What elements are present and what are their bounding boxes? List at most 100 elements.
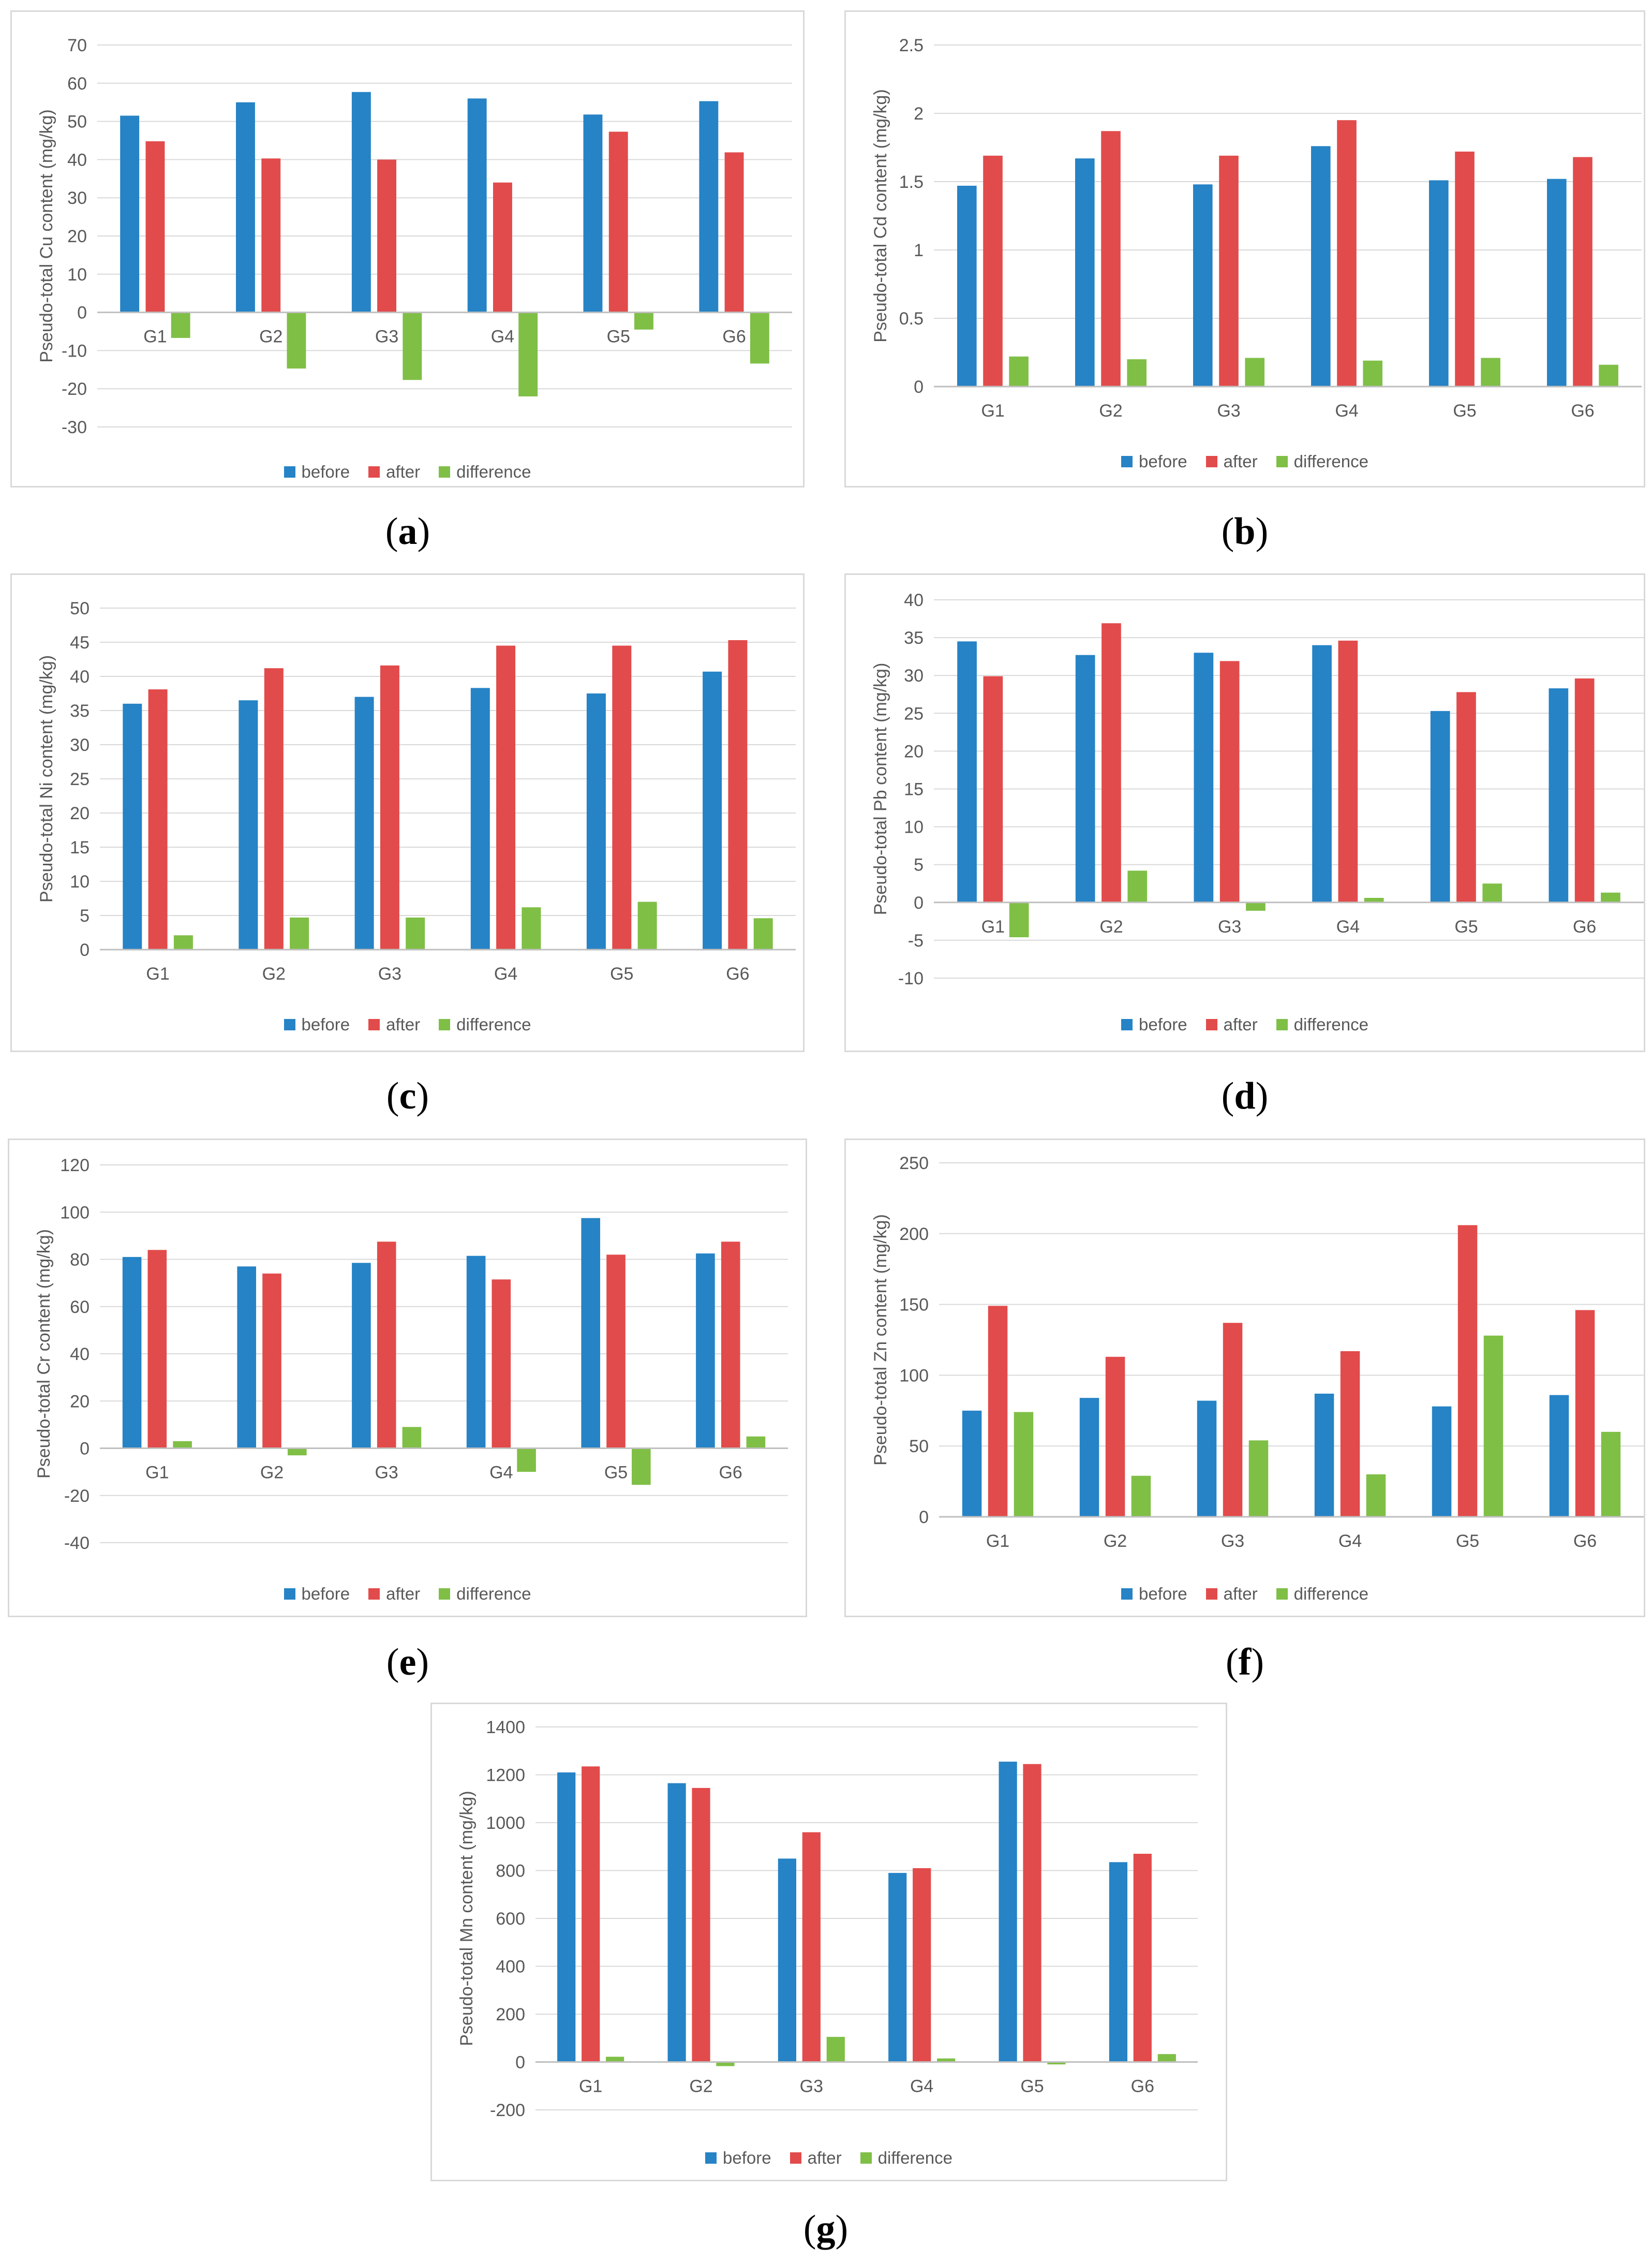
bar-before-g5: [1432, 1406, 1452, 1517]
bar-difference-g5: [634, 312, 653, 330]
bar-before-g3: [1193, 184, 1213, 387]
bar-before-g4: [467, 98, 487, 313]
y-tick-label: 50: [70, 599, 90, 618]
x-category-label: G5: [1020, 2077, 1044, 2096]
bar-difference-g4: [518, 312, 538, 396]
bar-before-g6: [1109, 1862, 1127, 2062]
x-category-label: G2: [262, 964, 286, 984]
y-tick-label: 200: [899, 1224, 929, 1244]
x-category-label: G5: [1454, 917, 1478, 937]
chart-svg: 0 5 10 15 20 25 30 35 40 45 50 G1 G2 G3 G4 G5 G6 Pseudo-t…: [37, 599, 796, 984]
bar-after-g2: [1101, 131, 1121, 387]
chart-panel-d: -10 -5 0 5 10 15 20 25 30 35 40 G1 G2 G3 G4 G5 G6 Pseudo-…: [844, 573, 1645, 1052]
y-tick-label: 35: [904, 628, 924, 648]
legend-label: after: [807, 2148, 842, 2167]
bar-difference-g6: [750, 312, 769, 364]
y-tick-label: 0: [914, 377, 924, 397]
y-tick-label: 80: [70, 1250, 90, 1270]
x-category-label: G6: [1573, 1531, 1597, 1551]
bar-difference-g1: [1009, 356, 1029, 387]
x-category-label: G1: [145, 1463, 169, 1483]
bar-after-g3: [377, 159, 396, 313]
chart-svg: -10 -5 0 5 10 15 20 25 30 35 40 G1 G2 G3 G4 G5 G6 Pseudo-…: [871, 590, 1644, 988]
chart-panel-f: 0 50 100 150 200 250 G1 G2 G3 G4 G5 G6 Pseudo-total …: [844, 1139, 1645, 1617]
y-tick-label: 250: [899, 1154, 929, 1173]
bar-after-g1: [988, 1306, 1008, 1517]
bar-difference-g6: [1601, 1431, 1621, 1517]
bar-after-g4: [1340, 1351, 1360, 1517]
x-category-label: G5: [1456, 1531, 1479, 1551]
legend-item-before: before: [284, 462, 350, 482]
y-tick-label: 150: [899, 1295, 929, 1315]
y-tick-label: 20: [70, 804, 90, 823]
y-tick-label: 45: [70, 633, 90, 653]
legend-swatch: [1276, 1019, 1288, 1030]
legend-label: after: [386, 1584, 421, 1603]
legend-item-after: after: [368, 1584, 420, 1604]
y-tick-label: 35: [70, 701, 90, 721]
bar-difference-g6: [753, 918, 773, 950]
bar-difference-g1: [1014, 1412, 1034, 1517]
y-axis-label: Pseudo-total Zn content (mg/kg): [871, 1214, 890, 1466]
bar-difference-g3: [826, 2036, 845, 2062]
x-category-label: G1: [146, 964, 169, 984]
caption-c: (c): [386, 1075, 429, 1117]
legend: before after difference: [432, 2148, 1226, 2168]
bar-before-g4: [888, 1873, 907, 2062]
y-tick-label: 25: [70, 770, 90, 789]
y-tick-label: 40: [67, 150, 87, 170]
caption-d: (d): [1221, 1075, 1269, 1117]
legend-item-before: before: [1121, 1584, 1187, 1604]
bar-difference-g4: [517, 1448, 536, 1472]
bar-after-g5: [612, 645, 632, 950]
x-category-label: G5: [604, 1463, 628, 1483]
legend: before after difference: [846, 1584, 1644, 1604]
bar-before-g4: [1311, 146, 1331, 387]
caption-a: (a): [385, 510, 430, 553]
legend-swatch: [284, 1019, 295, 1030]
x-category-label: G1: [986, 1531, 1009, 1551]
legend-item-after: after: [368, 462, 420, 482]
x-category-label: G2: [689, 2077, 712, 2096]
bar-after-g4: [492, 1279, 511, 1449]
bar-after-g1: [147, 1250, 167, 1449]
legend-swatch: [790, 2152, 801, 2164]
y-tick-label: 15: [904, 780, 924, 800]
x-category-label: G6: [726, 964, 749, 984]
y-tick-label: 2: [914, 104, 924, 124]
bar-after-g5: [608, 131, 628, 313]
y-tick-label: -20: [64, 1486, 90, 1506]
y-tick-label: 50: [909, 1437, 929, 1456]
x-category-label: G6: [719, 1463, 742, 1483]
y-tick-label: 0: [77, 303, 87, 323]
bar-after-g3: [1223, 1323, 1243, 1517]
y-tick-label: 60: [67, 74, 87, 94]
chart-svg: 0 50 100 150 200 250 G1 G2 G3 G4 G5 G6 Pseudo-total …: [871, 1154, 1644, 1551]
x-category-label: G2: [259, 327, 282, 347]
y-tick-label: 30: [904, 666, 924, 686]
legend-item-after: after: [1205, 1015, 1258, 1035]
bar-after-g6: [1575, 1310, 1595, 1517]
bar-after-g4: [1337, 120, 1357, 387]
bar-after-g3: [377, 1242, 396, 1449]
legend: before after difference: [12, 1015, 803, 1035]
y-tick-label: 0: [80, 940, 90, 960]
bar-after-g5: [1455, 151, 1475, 387]
bar-difference-g3: [1246, 902, 1266, 911]
legend-item-difference: difference: [439, 462, 531, 482]
bar-before-g5: [583, 114, 603, 313]
legend-item-difference: difference: [1276, 1015, 1368, 1035]
bar-difference-g4: [937, 2058, 956, 2062]
y-axis-label: Pseudo-total Ni content (mg/kg): [37, 655, 56, 903]
y-tick-label: 200: [496, 2005, 525, 2024]
chart-svg: -200 0 200 400 600 800 1000 1200 1400 G1 G2 G3 G4 G5 G…: [457, 1718, 1198, 2120]
bar-before-g1: [962, 1410, 982, 1517]
legend-swatch: [368, 466, 380, 478]
y-tick-label: 1.5: [899, 172, 924, 192]
bar-before-g6: [696, 1253, 715, 1449]
bar-before-g5: [999, 1762, 1017, 2062]
y-tick-label: 1000: [486, 1813, 525, 1833]
x-category-label: G4: [494, 964, 517, 984]
caption-f: (f): [1226, 1641, 1264, 1683]
legend-label: after: [386, 1015, 421, 1034]
